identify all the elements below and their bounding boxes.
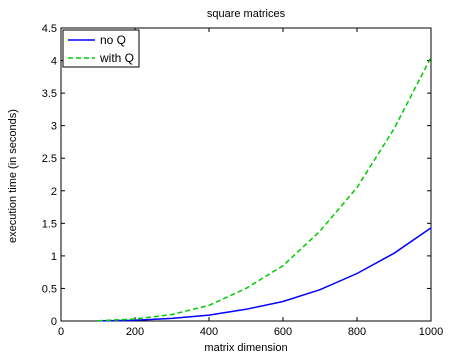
legend-label-0: no Q [100, 33, 126, 47]
x-axis-label: matrix dimension [204, 342, 287, 354]
legend-label-1: with Q [99, 51, 134, 65]
y-tick-label-3: 1.5 [42, 218, 57, 230]
x-tick-label-0: 0 [58, 326, 64, 338]
y-tick-label-8: 4 [51, 56, 57, 68]
y-tick-label-7: 3.5 [42, 88, 57, 100]
x-tick-label-1000: 1000 [419, 326, 443, 338]
y-axis-label: execution time (in seconds) [7, 109, 19, 243]
series-line-0 [97, 227, 432, 322]
x-tick-label-800: 800 [348, 326, 366, 338]
y-tick-label-1: 0.5 [42, 283, 57, 295]
x-tick-label-200: 200 [126, 326, 144, 338]
y-tick-label-0: 0 [51, 316, 57, 328]
plot-frame [60, 27, 432, 322]
chart-title: square matrices [207, 8, 286, 20]
y-tick-label-2: 1 [51, 251, 57, 263]
x-tick-label-600: 600 [274, 326, 292, 338]
series-line-1 [97, 56, 432, 322]
plot-area: 0 200 400 600 800 1000 0 0.5 1 1.5 2 2.5 3 3.5 4 4.5 no … [42, 23, 444, 338]
y-tick-label-4: 2 [51, 186, 57, 198]
y-tick-label-9: 4.5 [42, 23, 57, 35]
y-tick-label-6: 3 [51, 121, 57, 133]
legend-box [62, 29, 140, 68]
y-tick-label-5: 2.5 [42, 153, 57, 165]
x-tick-label-400: 400 [200, 326, 218, 338]
